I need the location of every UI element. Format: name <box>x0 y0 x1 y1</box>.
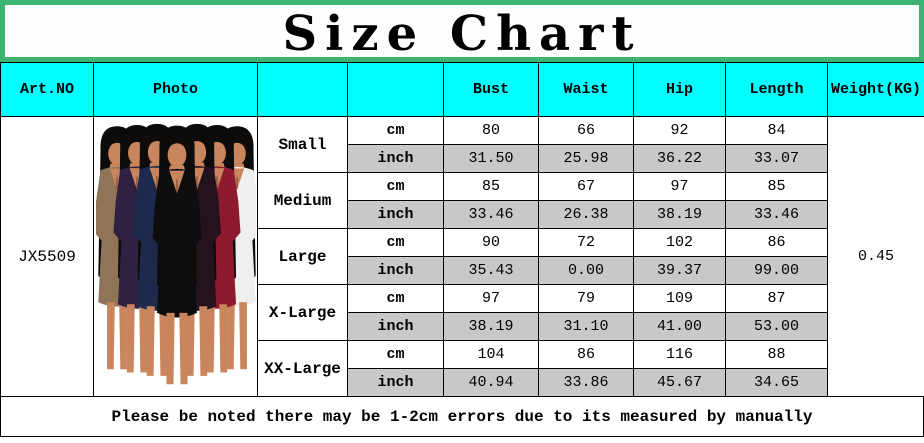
unit-cm: cm <box>347 340 444 369</box>
row-medium-inch: inch 33.46 26.38 38.19 33.46 <box>1 200 924 229</box>
medium-inch-hip: 38.19 <box>633 200 726 229</box>
large-inch-waist: 0.00 <box>538 256 634 285</box>
note-box: Please be noted there may be 1-2cm error… <box>0 396 924 437</box>
medium-cm-hip: 97 <box>633 172 726 201</box>
xlarge-cm-length: 87 <box>725 284 828 313</box>
xxlarge-cm-hip: 116 <box>633 340 726 369</box>
large-inch-bust: 35.43 <box>443 256 539 285</box>
weight-value: 0.45 <box>827 116 924 397</box>
col-header-length: Length <box>725 62 828 117</box>
small-inch-hip: 36.22 <box>633 144 726 173</box>
large-cm-hip: 102 <box>633 228 726 257</box>
row-xlarge-cm: X-Large cm 97 79 109 87 <box>1 284 924 341</box>
small-cm-length: 84 <box>725 116 828 145</box>
xxlarge-inch-bust: 40.94 <box>443 368 539 397</box>
art-no-value: JX5509 <box>0 116 94 397</box>
size-label-medium: Medium <box>257 172 348 229</box>
unit-cm: cm <box>347 284 444 313</box>
col-header-hip: Hip <box>633 62 726 117</box>
col-header-bust: Bust <box>443 62 539 117</box>
measurement-note: Please be noted there may be 1-2cm error… <box>111 407 813 426</box>
col-header-size <box>257 62 348 117</box>
col-header-waist: Waist <box>538 62 634 117</box>
xlarge-inch-hip: 41.00 <box>633 312 726 341</box>
xlarge-cm-bust: 97 <box>443 284 539 313</box>
col-header-unit <box>347 62 444 117</box>
small-inch-bust: 31.50 <box>443 144 539 173</box>
small-inch-length: 33.07 <box>725 144 828 173</box>
xxlarge-cm-bust: 104 <box>443 340 539 369</box>
unit-cm: cm <box>347 228 444 257</box>
header-row: Art.NO Photo Bust Waist Hip Length Weigh… <box>0 62 924 117</box>
large-inch-length: 99.00 <box>725 256 828 285</box>
unit-cm: cm <box>347 116 444 145</box>
medium-cm-waist: 67 <box>538 172 634 201</box>
row-medium-cm: Medium cm 85 67 97 85 <box>1 172 924 229</box>
row-xxlarge-cm: XX-Large cm 104 86 116 88 <box>1 340 924 397</box>
product-photo <box>95 123 256 385</box>
xlarge-cm-hip: 109 <box>633 284 726 313</box>
medium-inch-waist: 26.38 <box>538 200 634 229</box>
xlarge-inch-length: 53.00 <box>725 312 828 341</box>
xxlarge-cm-waist: 86 <box>538 340 634 369</box>
row-xlarge-inch: inch 38.19 31.10 41.00 53.00 <box>1 312 924 341</box>
unit-inch: inch <box>347 312 444 341</box>
size-label-xlarge: X-Large <box>257 284 348 341</box>
unit-cm: cm <box>347 172 444 201</box>
xlarge-cm-waist: 79 <box>538 284 634 313</box>
unit-inch: inch <box>347 256 444 285</box>
row-small-cm: JX5509 <box>0 116 924 397</box>
model-figure-black-center <box>151 125 202 385</box>
small-inch-waist: 25.98 <box>538 144 634 173</box>
page-title: Size Chart <box>282 6 642 62</box>
xlarge-inch-waist: 31.10 <box>538 312 634 341</box>
unit-inch: inch <box>347 368 444 397</box>
large-cm-waist: 72 <box>538 228 634 257</box>
unit-inch: inch <box>347 200 444 229</box>
medium-cm-length: 85 <box>725 172 828 201</box>
size-label-small: Small <box>257 116 348 173</box>
col-header-art-no: Art.NO <box>0 62 94 117</box>
unit-inch: inch <box>347 144 444 173</box>
large-cm-length: 86 <box>725 228 828 257</box>
col-header-photo: Photo <box>93 62 258 117</box>
xxlarge-inch-hip: 45.67 <box>633 368 726 397</box>
row-large-inch: inch 35.43 0.00 39.37 99.00 <box>1 256 924 285</box>
xxlarge-inch-waist: 33.86 <box>538 368 634 397</box>
medium-inch-bust: 33.46 <box>443 200 539 229</box>
small-cm-bust: 80 <box>443 116 539 145</box>
photo-cell <box>93 116 258 397</box>
col-header-weight: Weight(KG) <box>827 62 924 117</box>
row-xxlarge-inch: inch 40.94 33.86 45.67 34.65 <box>1 368 924 397</box>
xxlarge-inch-length: 34.65 <box>725 368 828 397</box>
medium-inch-length: 33.46 <box>725 200 828 229</box>
size-label-xxlarge: XX-Large <box>257 340 348 397</box>
small-cm-waist: 66 <box>538 116 634 145</box>
xlarge-inch-bust: 38.19 <box>443 312 539 341</box>
title-box: Size Chart <box>0 0 924 62</box>
size-label-large: Large <box>257 228 348 285</box>
xxlarge-cm-length: 88 <box>725 340 828 369</box>
size-chart-table: Art.NO Photo Bust Waist Hip Length Weigh… <box>0 62 924 397</box>
medium-cm-bust: 85 <box>443 172 539 201</box>
large-inch-hip: 39.37 <box>633 256 726 285</box>
small-cm-hip: 92 <box>633 116 726 145</box>
large-cm-bust: 90 <box>443 228 539 257</box>
row-small-inch: inch 31.50 25.98 36.22 33.07 <box>1 144 924 173</box>
row-large-cm: Large cm 90 72 102 86 <box>1 228 924 285</box>
